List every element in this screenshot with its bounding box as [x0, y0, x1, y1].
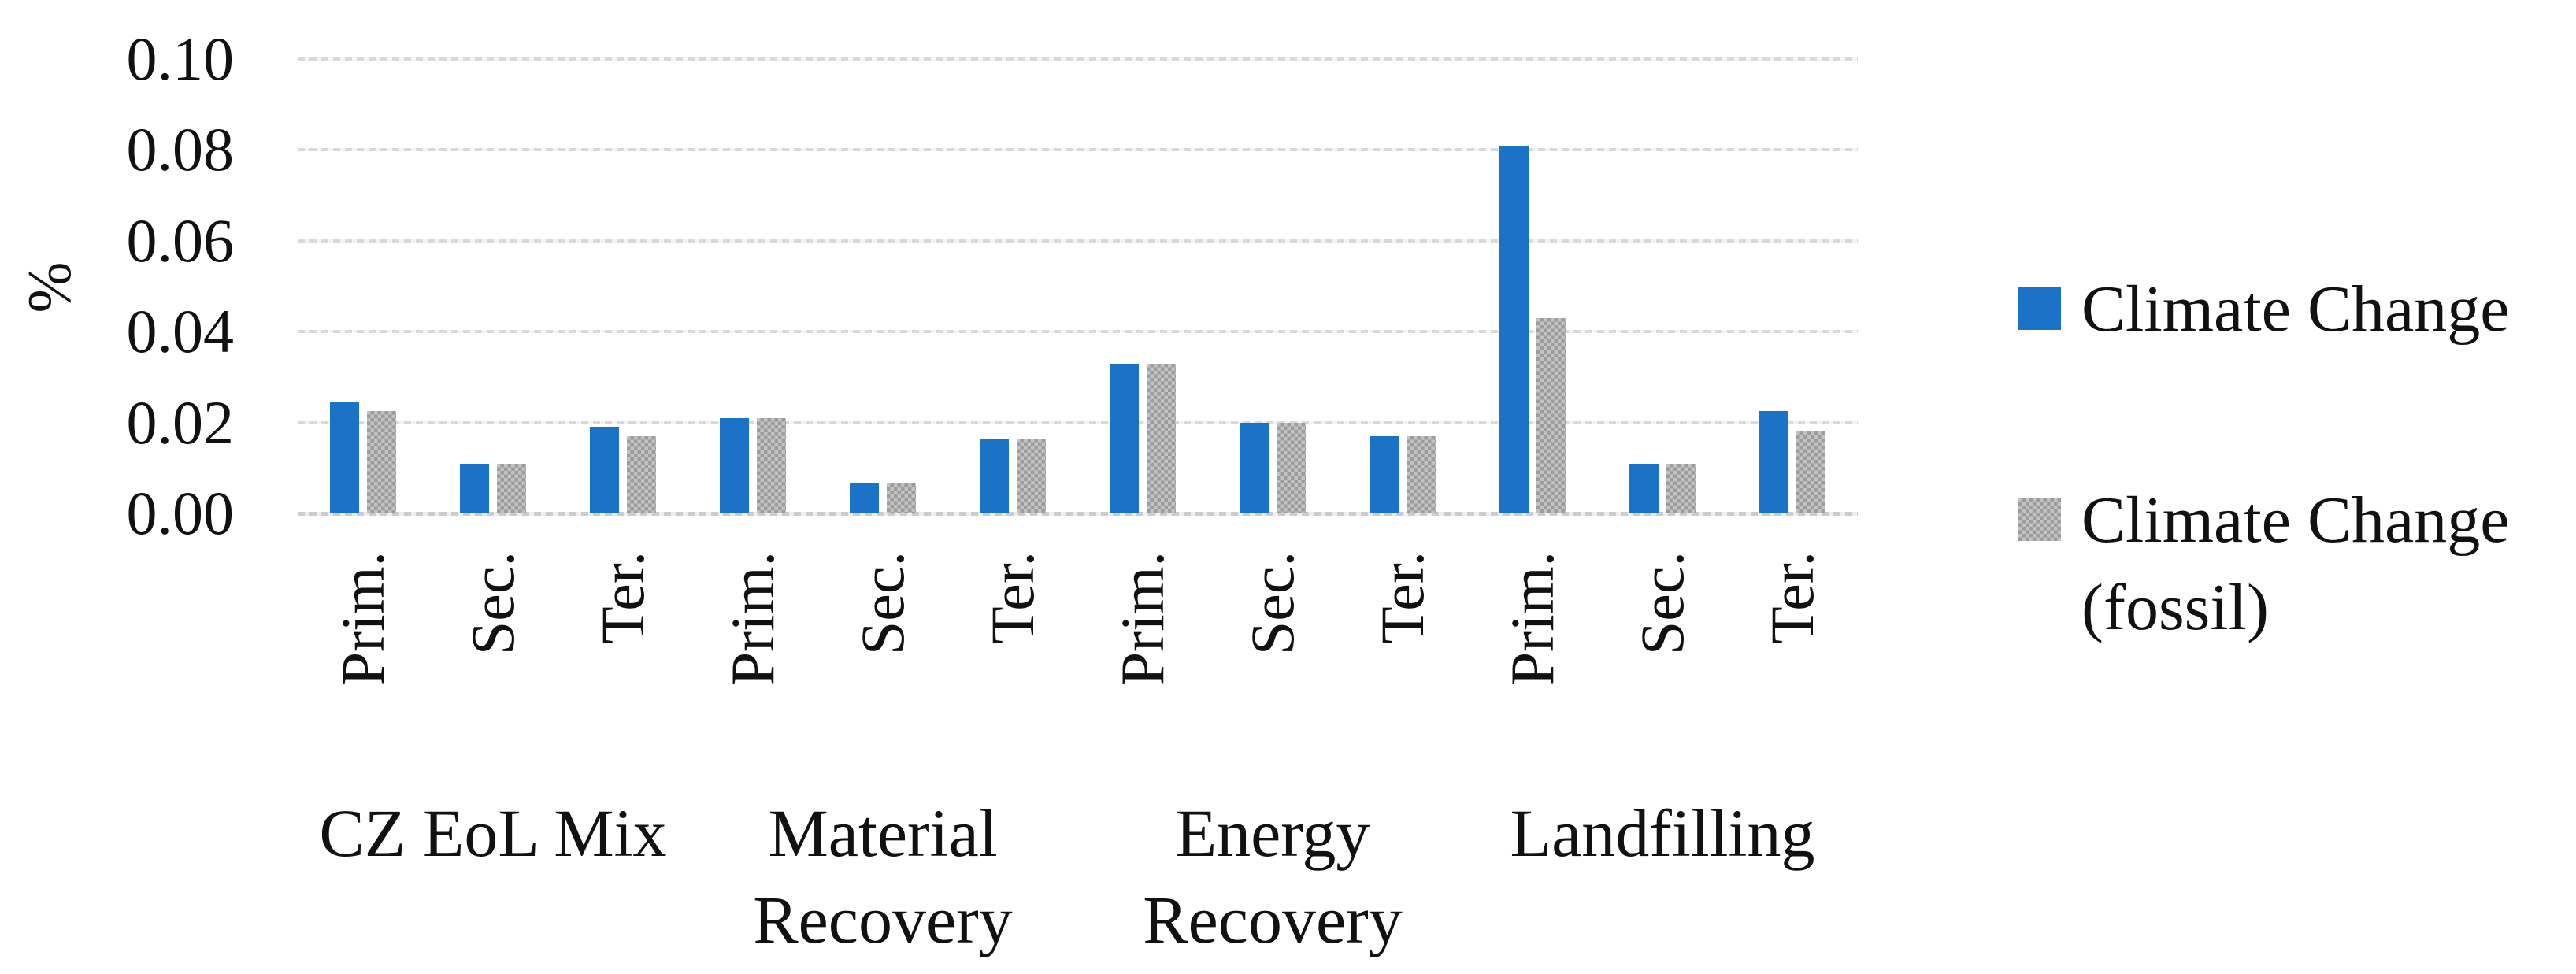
gridline: [298, 57, 1858, 61]
legend-swatch-icon: [2018, 498, 2061, 541]
category-tick-label: Prim.: [718, 551, 787, 687]
legend-entry: Climate Change: [2018, 265, 2510, 353]
bar-climate-change: [850, 483, 879, 513]
bar-climate-change: [1499, 146, 1529, 513]
bar-climate-change: [1629, 464, 1659, 513]
legend-swatch-icon: [2018, 287, 2061, 330]
bar-climate-change: [1759, 411, 1788, 513]
bar-climate-change-fossil: [497, 464, 526, 513]
y-tick-label: 0.00: [126, 479, 235, 547]
bar-climate-change: [330, 402, 359, 513]
category-tick-label: Prim.: [1498, 551, 1566, 687]
category-tick-label: Ter.: [1758, 551, 1826, 644]
y-tick-label: 0.06: [126, 206, 235, 275]
gridline: [298, 148, 1858, 152]
bar-climate-change-fossil: [1796, 431, 1825, 513]
gridline: [298, 420, 1858, 424]
bar-climate-change-fossil: [1536, 318, 1566, 513]
bar-climate-change-fossil: [887, 483, 916, 513]
bar-climate-change-fossil: [1277, 423, 1306, 513]
y-tick-label: 0.08: [126, 115, 235, 184]
bar-climate-change: [460, 464, 489, 513]
category-tick-label: Sec.: [1628, 551, 1696, 656]
gridline: [298, 330, 1858, 334]
group-label: Landfilling: [1510, 795, 1815, 871]
category-tick-label: Ter.: [588, 551, 657, 644]
bar-climate-change: [1110, 364, 1139, 513]
y-tick-label: 0.10: [126, 24, 235, 93]
category-tick-label: Prim.: [328, 551, 397, 687]
bar-climate-change: [1240, 423, 1269, 513]
category-tick-label: Prim.: [1108, 551, 1177, 687]
legend-label: Climate Change: [2081, 272, 2510, 346]
gridline: [298, 239, 1858, 243]
category-tick-label: Sec.: [458, 551, 527, 656]
x-axis-line: [298, 512, 1858, 516]
bar-climate-change-fossil: [1147, 364, 1176, 513]
category-tick-label: Ter.: [1368, 551, 1436, 644]
group-label: Material: [768, 795, 998, 871]
category-tick-label: Ter.: [978, 551, 1047, 644]
y-tick-label: 0.02: [126, 387, 235, 457]
group-label: Recovery: [1143, 882, 1403, 957]
bar-climate-change: [720, 418, 749, 513]
bar-climate-change: [590, 427, 619, 513]
legend-entry: Climate Change (fossil): [2018, 476, 2510, 651]
y-tick-label: 0.04: [126, 297, 235, 366]
bar-climate-change-fossil: [1017, 439, 1046, 513]
category-tick-label: Sec.: [1238, 551, 1307, 656]
category-tick-label: Sec.: [848, 551, 917, 656]
bar-climate-change-fossil: [757, 418, 786, 513]
legend-label: Climate Change (fossil): [2081, 483, 2510, 644]
bar-climate-change-fossil: [1407, 436, 1436, 513]
bar-climate-change-fossil: [627, 436, 656, 513]
group-label: Energy: [1175, 795, 1370, 871]
bar-climate-change: [1370, 436, 1399, 513]
bar-climate-change-fossil: [367, 411, 396, 513]
bar-climate-change: [980, 439, 1009, 513]
group-label: CZ EoL Mix: [319, 795, 667, 871]
bar-climate-change-fossil: [1666, 464, 1696, 513]
group-label: Recovery: [753, 882, 1013, 957]
